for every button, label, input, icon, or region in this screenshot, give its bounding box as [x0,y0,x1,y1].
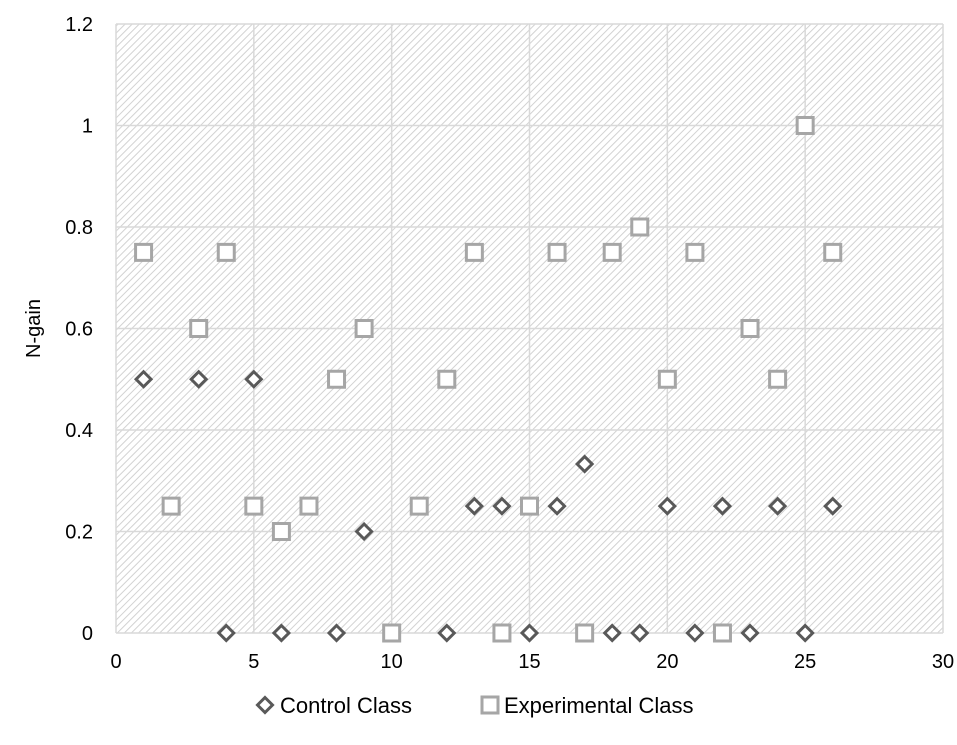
experimental-point [271,522,291,541]
experimental-point [354,319,374,338]
y-tick-label: 0.4 [65,420,93,442]
experimental-point [823,242,843,262]
y-tick-label: 1 [82,116,93,138]
x-tick-label: 15 [518,651,540,673]
y-tick-label: 0 [82,623,93,645]
control-point [354,521,374,542]
control-point [216,623,236,643]
experimental-point [189,319,209,338]
experimental-point [602,242,622,262]
experimental-point [712,623,732,643]
control-point [575,454,595,474]
x-tick-label: 10 [381,651,403,673]
legend-label-control: Control Class [280,693,412,718]
x-tick-label: 25 [794,651,816,673]
control-point [189,369,209,389]
data-points [133,116,843,643]
experimental-point [657,369,677,389]
experimental-point [492,623,512,643]
control-point [271,623,292,643]
x-tick-label: 30 [932,651,954,673]
experimental-point [740,319,760,338]
experimental-point [547,242,567,262]
experimental-point [244,496,264,516]
control-point [492,496,512,516]
control-series [133,369,843,643]
axes: 0 5 10 15 20 25 30 0 0.2 0.4 0.6 0.8 1 1.2 [65,14,954,673]
legend-marker-experimental [480,695,500,715]
y-tick-label: 0.8 [65,217,93,239]
x-tick-label: 5 [248,651,259,673]
control-point [547,496,567,516]
control-point [519,623,540,643]
y-tick-label: 0.2 [65,522,93,544]
experimental-point [520,496,539,516]
gridlines [115,23,944,634]
control-point [685,623,705,643]
y-tick-label: 0.6 [65,319,93,341]
control-point [740,623,760,643]
control-point [437,623,457,643]
legend: Control Class Experimental Class [255,693,694,718]
experimental-point [409,496,429,516]
experimental-point [464,242,484,262]
control-point [712,496,733,516]
experimental-point [437,369,457,389]
control-point [244,369,264,389]
experimental-point [630,217,650,237]
experimental-series [134,116,843,643]
control-point [630,623,650,643]
x-tick-label: 0 [110,651,121,673]
experimental-point [134,242,154,262]
experimental-point [299,496,319,516]
experimental-point [382,623,402,643]
control-point [767,496,788,516]
control-point [823,496,843,516]
experimental-point [216,242,236,262]
x-tick-label: 20 [656,651,678,673]
control-point [133,369,154,389]
experimental-point [768,369,788,389]
legend-label-experimental: Experimental Class [504,693,694,718]
control-point [602,623,622,643]
experimental-point [161,496,181,516]
y-axis-title: N-gain [23,299,45,358]
control-point [657,496,677,516]
control-point [795,623,815,643]
experimental-point [685,242,705,262]
control-point [464,496,484,516]
control-point [326,623,347,643]
experimental-point [575,623,595,643]
y-tick-label: 1.2 [65,14,93,36]
experimental-point [795,116,815,135]
legend-marker-control [255,695,275,715]
experimental-point [327,369,347,389]
